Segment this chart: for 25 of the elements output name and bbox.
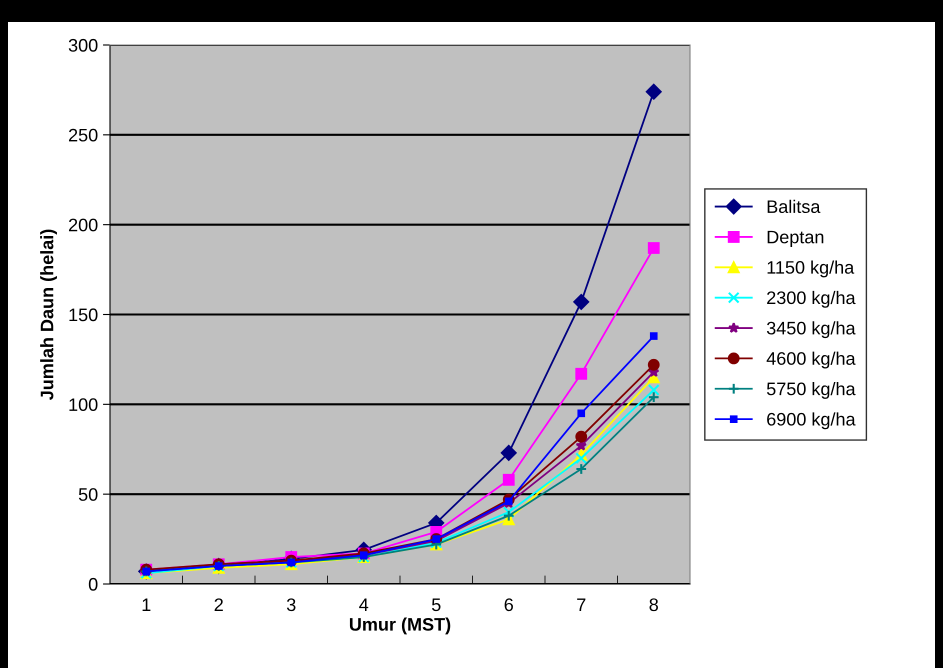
- x-axis-title: Umur (MST): [350, 618, 450, 634]
- legend-label: 2300 kg/ha: [767, 290, 856, 308]
- x-tick-label: 1: [142, 598, 150, 611]
- y-axis-title: Jumlah Daun (helai): [40, 230, 57, 400]
- x-tick-label: 2: [214, 598, 223, 611]
- y-tick-label: 100: [69, 398, 98, 412]
- legend-label: Balitsa: [768, 200, 820, 214]
- y-tick-label: 300: [68, 38, 98, 52]
- x-tick-label: 3: [286, 598, 296, 612]
- legend-label: Deptan: [768, 230, 824, 247]
- y-tick-label: 150: [69, 308, 98, 322]
- x-tick-label: 8: [650, 598, 658, 612]
- legend-label: 3450 kg/ha: [766, 321, 856, 338]
- y-tick-label: 250: [68, 128, 98, 142]
- x-tick-label: 4: [359, 598, 368, 611]
- legend-label: 1150 kg/ha: [768, 260, 854, 278]
- legend-label: 6900 kg/ha: [767, 412, 856, 430]
- x-tick-label: 5: [432, 598, 441, 612]
- x-tick-label: 6: [504, 598, 513, 612]
- y-tick-label: 0: [88, 578, 98, 591]
- y-tick-label: 200: [68, 218, 98, 232]
- y-tick-label: 50: [78, 488, 98, 501]
- legend-label: 5750 kg/ha: [766, 382, 856, 399]
- x-tick-label: 7: [577, 598, 586, 611]
- legend-label: 4600 kg/ha: [766, 352, 856, 368]
